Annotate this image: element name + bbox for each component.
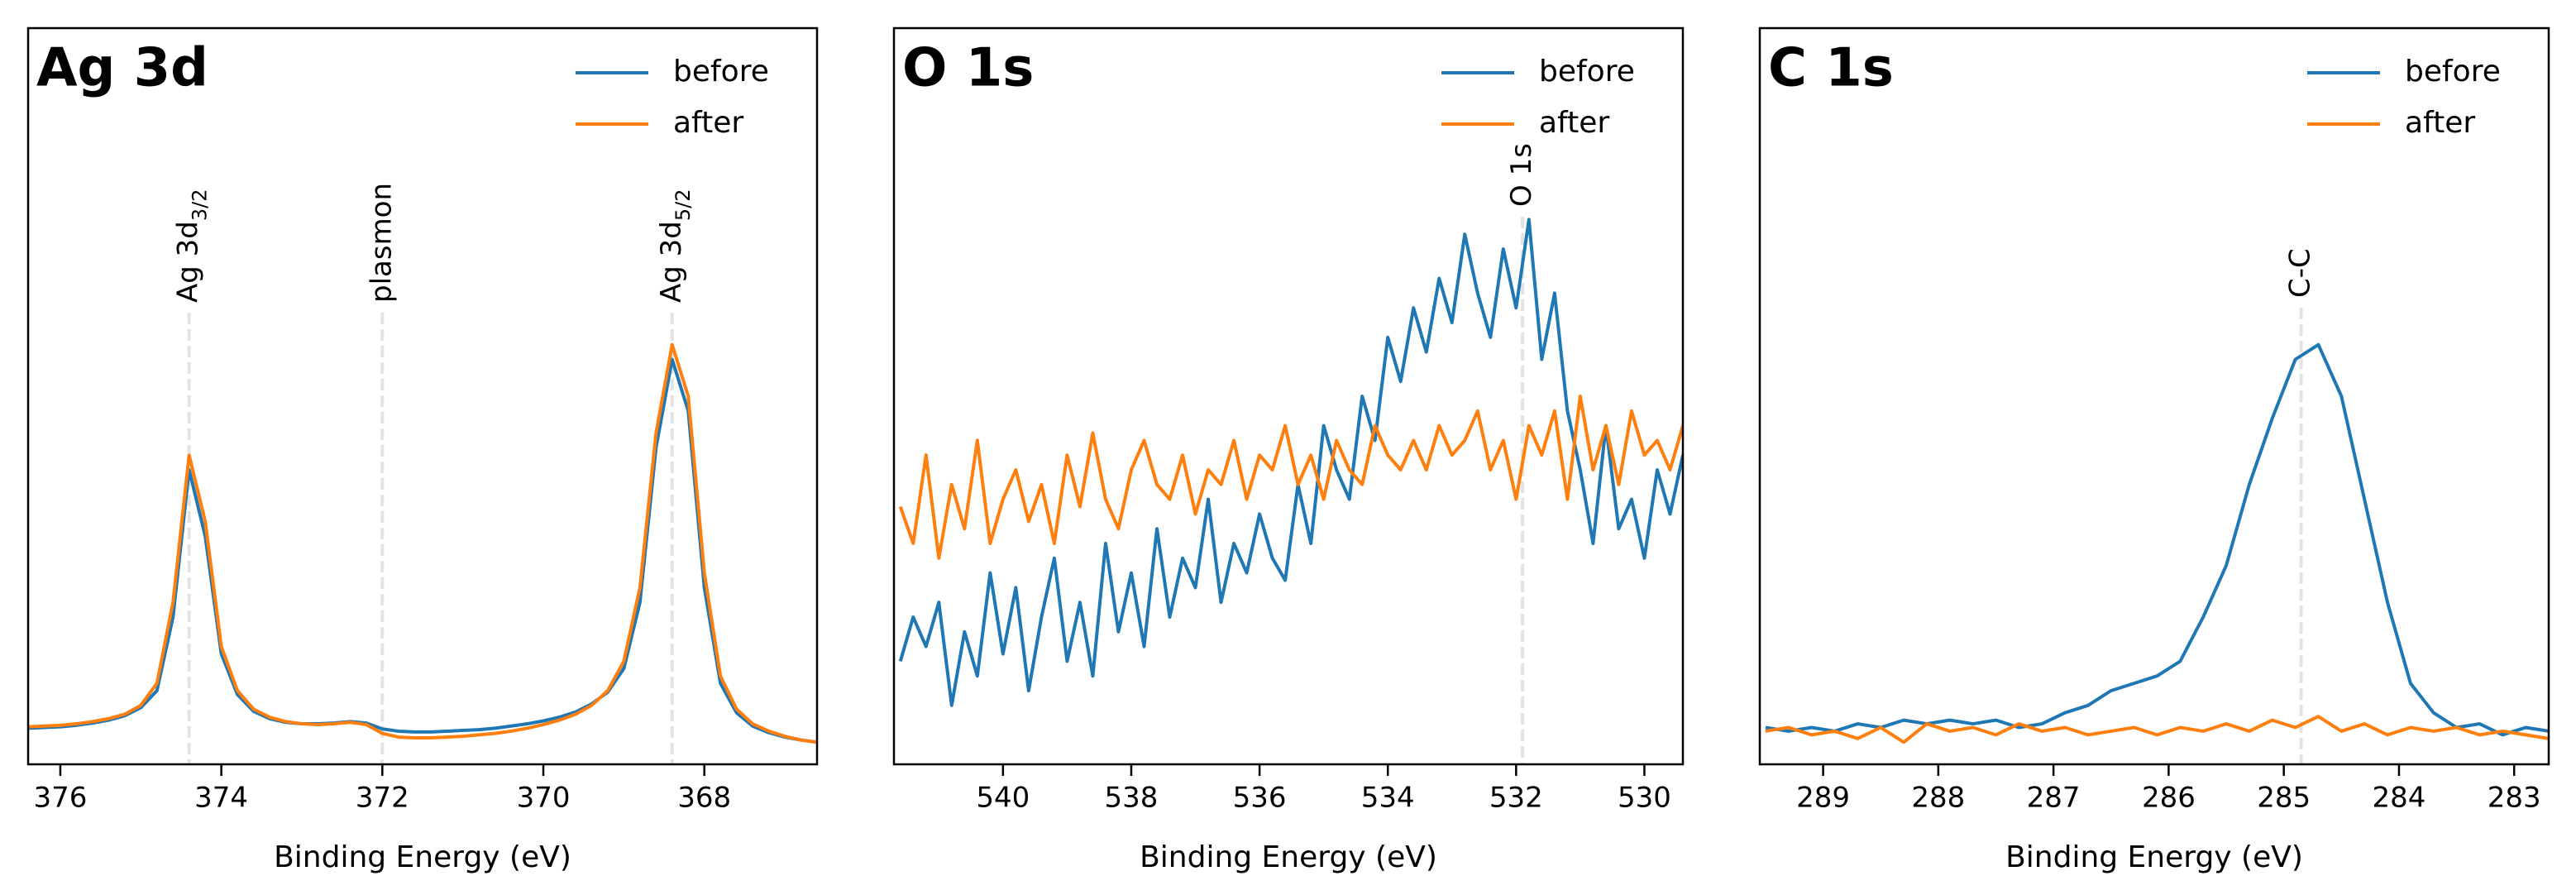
x-axis-label: Binding Energy (eV) [1140,840,1437,874]
x-tick-label: 372 [356,782,409,815]
x-tick-label: 540 [976,782,1030,815]
x-tick-label: 288 [1911,782,1965,815]
annotation-label: Ag 3d3/2 [171,189,212,304]
x-tick-label: 370 [517,782,571,815]
panel-title: Ag 3d [36,38,208,99]
x-tick-label: 285 [2257,782,2311,815]
axes-frame [892,26,1685,766]
legend-label: before [1539,55,1635,89]
annotation-label: plasmon [365,183,398,303]
annotation-label: C-C [2283,248,2316,298]
panel-title: O 1s [902,38,1034,99]
x-tick-label: 534 [1361,782,1415,815]
x-axis-label: Binding Energy (eV) [274,840,571,874]
x-tick-label: 530 [1618,782,1671,815]
x-tick-label: 536 [1233,782,1287,815]
plot-area [28,342,817,744]
annotation-text: C-C [2283,248,2316,298]
x-tick-label: 289 [1796,782,1850,815]
plot-area [898,218,1683,707]
x-tick-label: 532 [1489,782,1543,815]
legend-label: after [2405,106,2475,140]
panel: O 1s 540 538 536 534 532 530 Binding Energy (eV… [892,26,1685,874]
annotation-label: Ag 3d5/2 [654,189,695,304]
legend-label: after [1539,106,1609,140]
x-tick-label: 283 [2488,782,2541,815]
x-axis-label: Binding Energy (eV) [2005,840,2303,874]
x-tick-label: 538 [1105,782,1159,815]
annotation-text: Ag 3d [171,221,204,303]
legend-label: before [2405,55,2501,89]
annotation-label: O 1s [1505,143,1538,207]
annotation-text: plasmon [365,183,398,303]
x-tick-label: 374 [194,782,248,815]
series-line [28,357,817,744]
series-line [898,395,1683,560]
axes-frame [1758,26,2550,766]
x-tick-label: 376 [33,782,87,815]
panel-title: C 1s [1768,38,1894,99]
legend-label: before [673,55,769,89]
panel: C-C 289 288 287 286 285 284 283 Binding Energy (… [1758,26,2550,874]
x-tick-label: 286 [2142,782,2196,815]
series-line [1765,715,2549,744]
series-line [1765,342,2549,737]
annotation-sub: 5/2 [671,189,695,222]
x-tick-label: 284 [2372,782,2425,815]
annotation-text: Ag 3d [654,221,687,303]
legend-label: after [673,106,743,140]
axes-frame [26,26,819,766]
series-line [898,218,1683,707]
x-tick-label: 368 [677,782,731,815]
plot-area [1765,342,2549,744]
annotation-text: O 1s [1505,143,1538,207]
series-line [28,342,817,744]
annotation-sub: 3/2 [189,189,212,222]
x-tick-label: 287 [2027,782,2081,815]
